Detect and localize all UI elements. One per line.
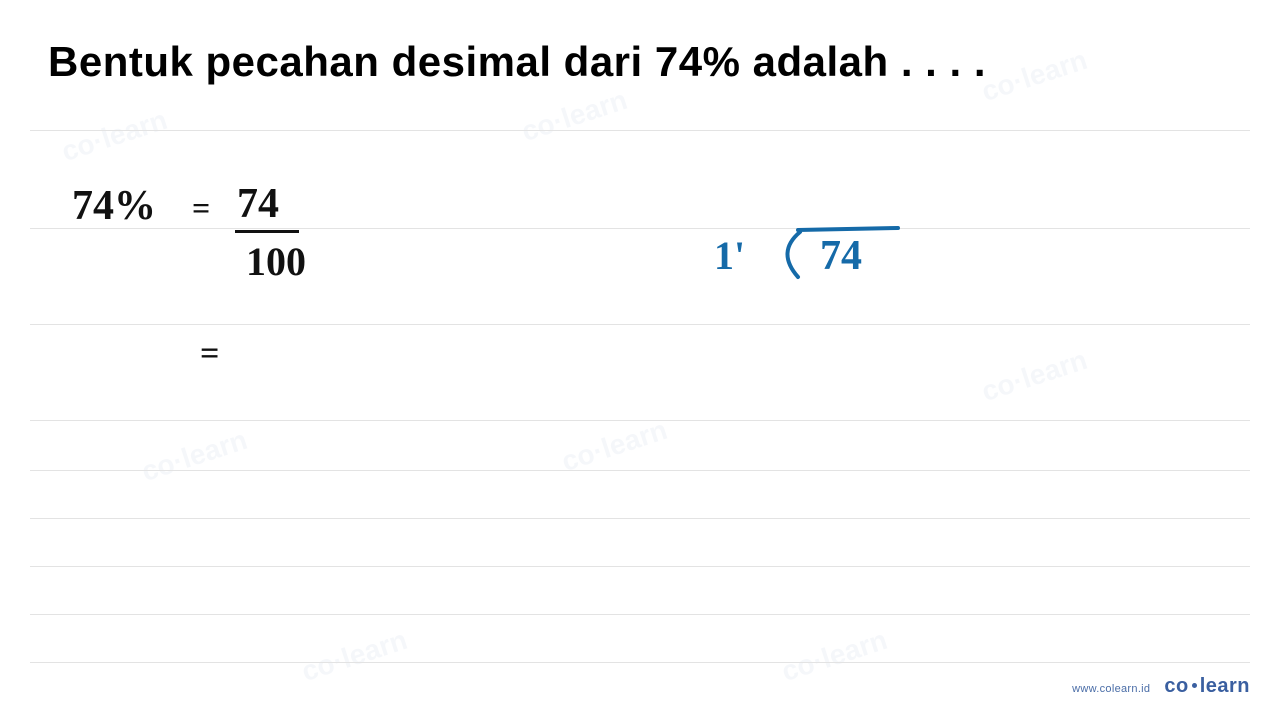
rule-line	[30, 130, 1250, 131]
footer-logo-co: co	[1164, 675, 1188, 697]
equals-1: =	[192, 190, 210, 227]
rule-line	[30, 662, 1250, 663]
footer-logo-learn: learn	[1200, 675, 1250, 697]
lhs-percent: 74%	[72, 182, 156, 230]
fraction-bar	[235, 230, 299, 233]
divisor-partial: 1'	[714, 232, 745, 279]
footer-url: www.colearn.id	[1072, 683, 1150, 695]
dividend: 74	[820, 232, 862, 280]
rule-line	[30, 614, 1250, 615]
footer-logo: colearn	[1164, 675, 1250, 698]
rule-line	[30, 518, 1250, 519]
rule-line	[30, 420, 1250, 421]
fraction-denominator: 100	[246, 238, 306, 285]
rule-line	[30, 228, 1250, 229]
whiteboard-page: co·learn co·learn co·learn co·learn co·l…	[0, 0, 1280, 720]
watermark-layer: co·learn co·learn co·learn co·learn co·l…	[0, 0, 1280, 720]
question-title: Bentuk pecahan desimal dari 74% adalah .…	[48, 38, 986, 86]
fraction-numerator: 74	[237, 180, 279, 228]
dot-icon	[1192, 683, 1197, 688]
equals-2: =	[200, 335, 219, 373]
rule-line	[30, 566, 1250, 567]
footer: www.colearn.id colearn	[1072, 675, 1250, 698]
rule-line	[30, 470, 1250, 471]
rule-line	[30, 324, 1250, 325]
